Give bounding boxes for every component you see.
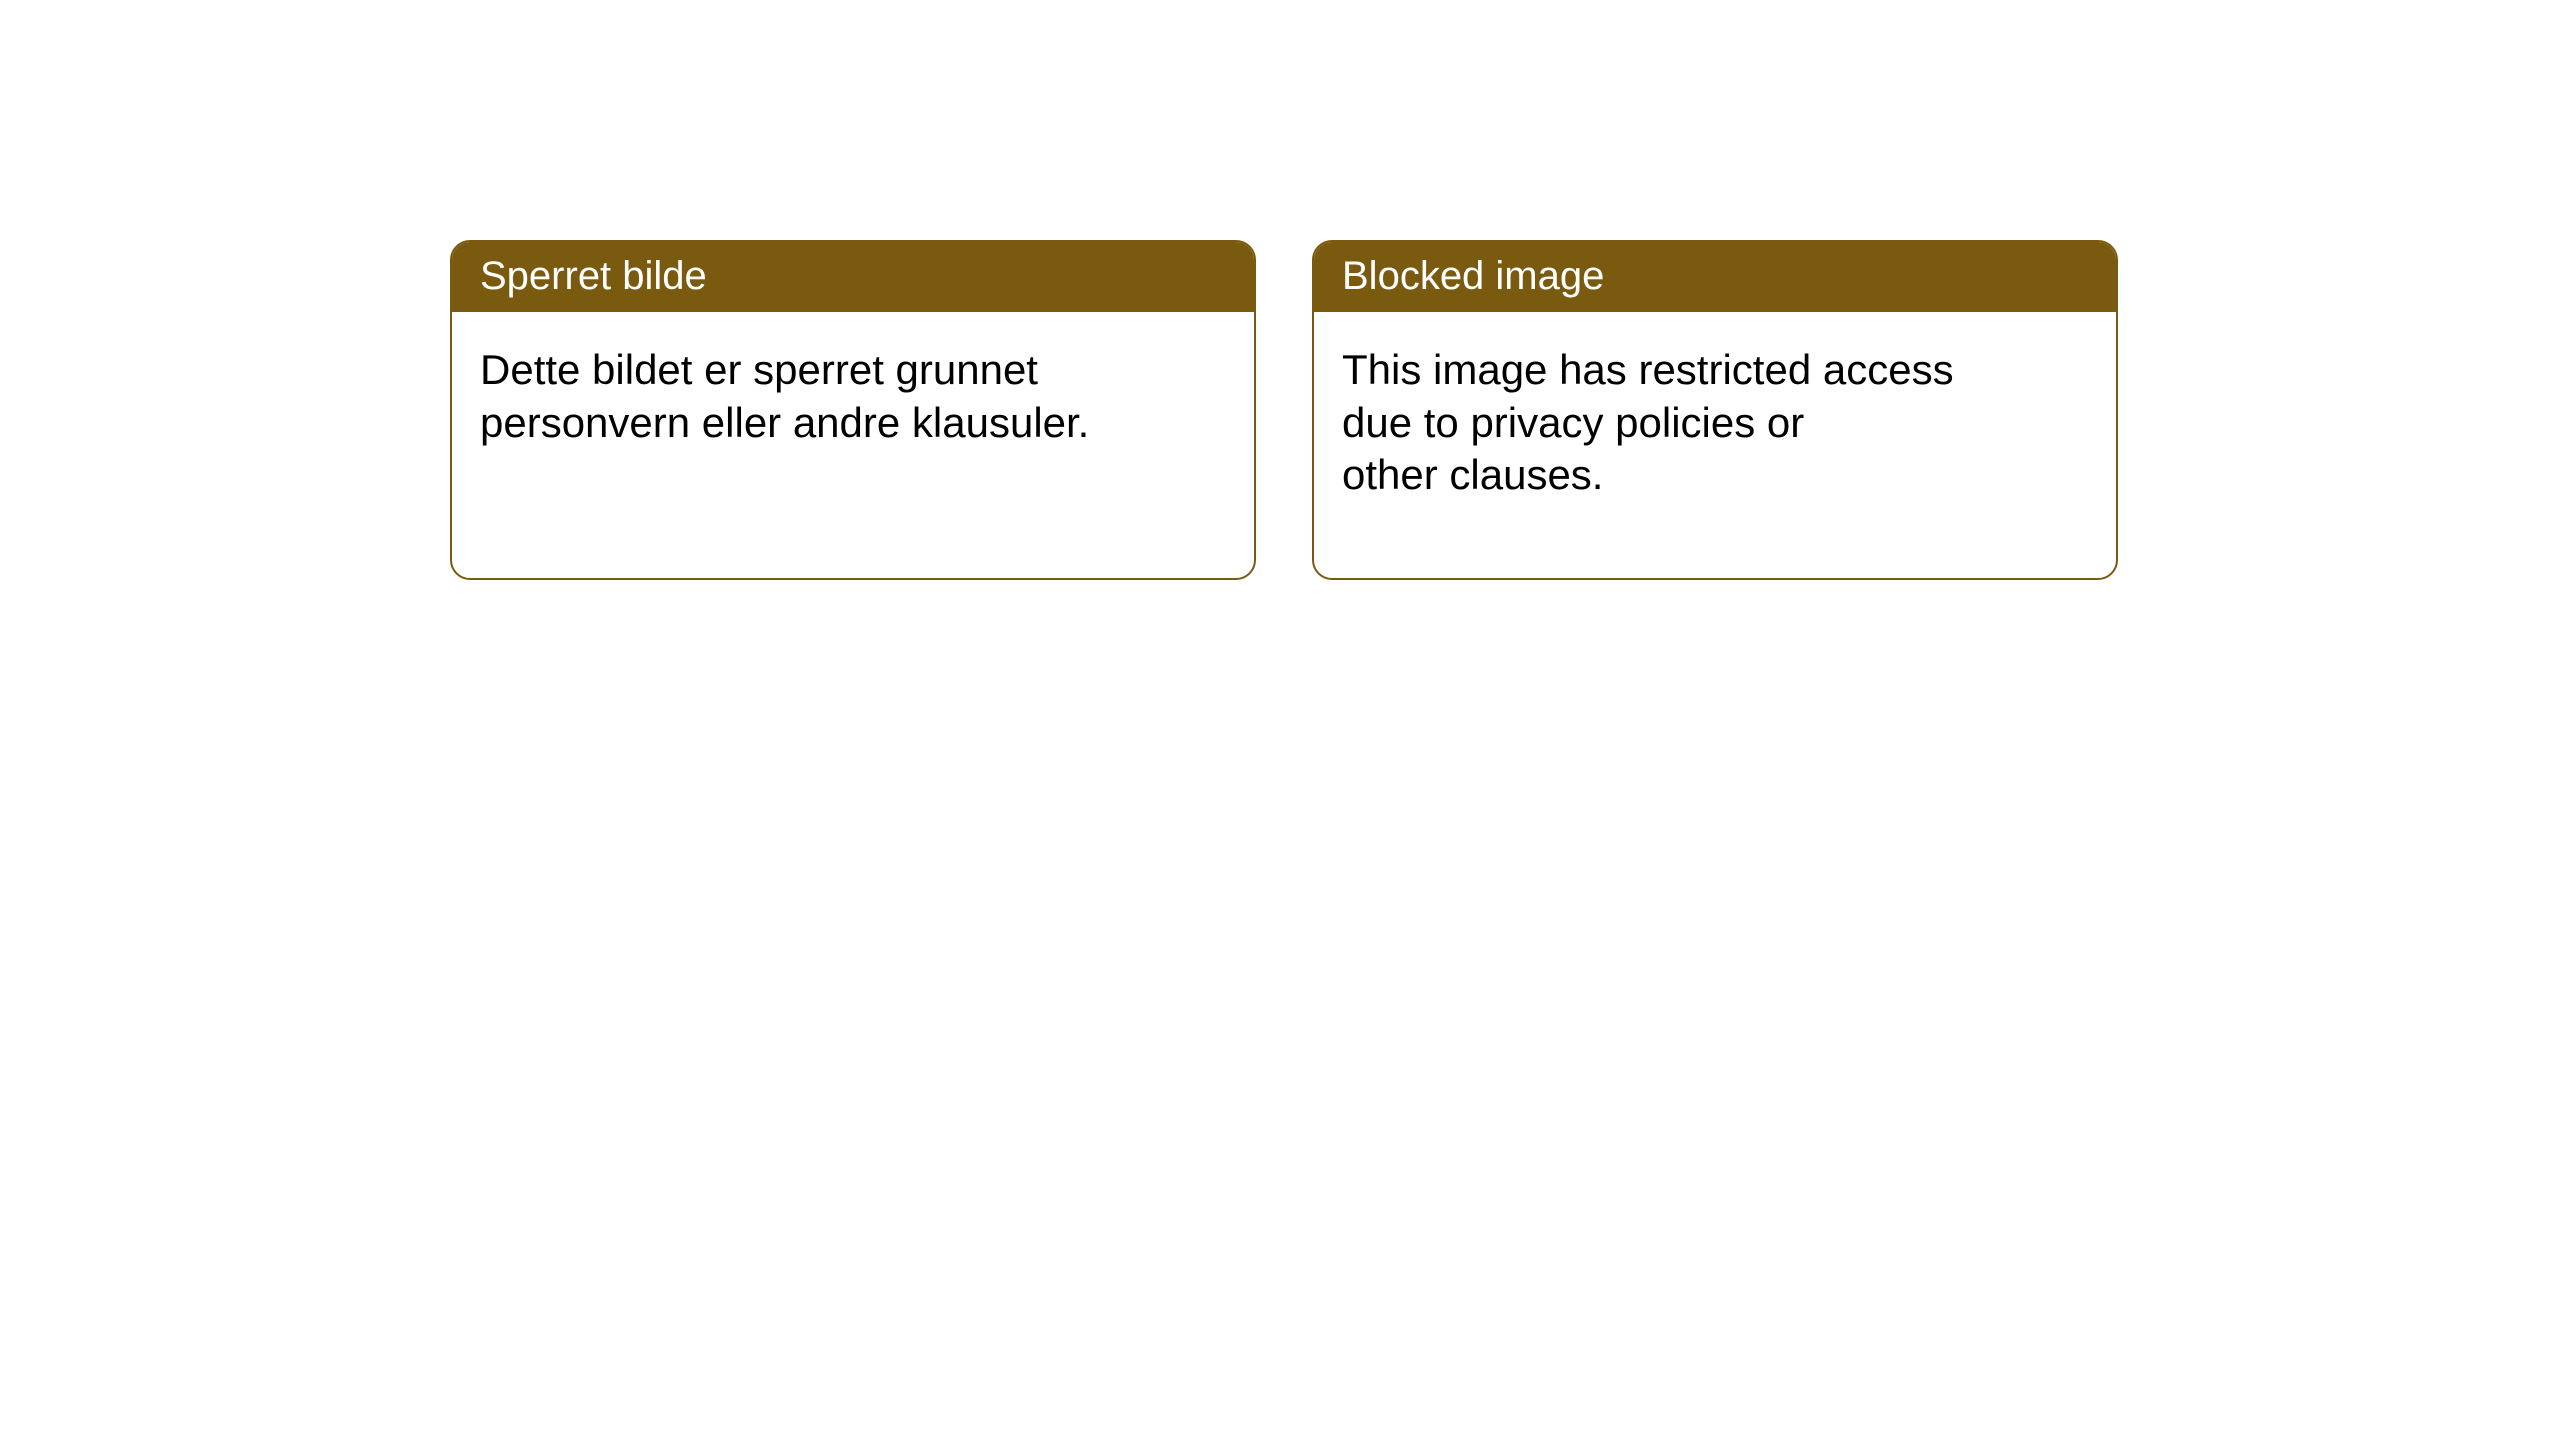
notice-title-norwegian: Sperret bilde <box>452 242 1254 312</box>
notice-title-english: Blocked image <box>1314 242 2116 312</box>
notice-body-english: This image has restricted access due to … <box>1314 312 2116 534</box>
notice-body-norwegian: Dette bildet er sperret grunnet personve… <box>452 312 1254 481</box>
notice-container: Sperret bilde Dette bildet er sperret gr… <box>450 240 2118 580</box>
notice-card-english: Blocked image This image has restricted … <box>1312 240 2118 580</box>
notice-card-norwegian: Sperret bilde Dette bildet er sperret gr… <box>450 240 1256 580</box>
